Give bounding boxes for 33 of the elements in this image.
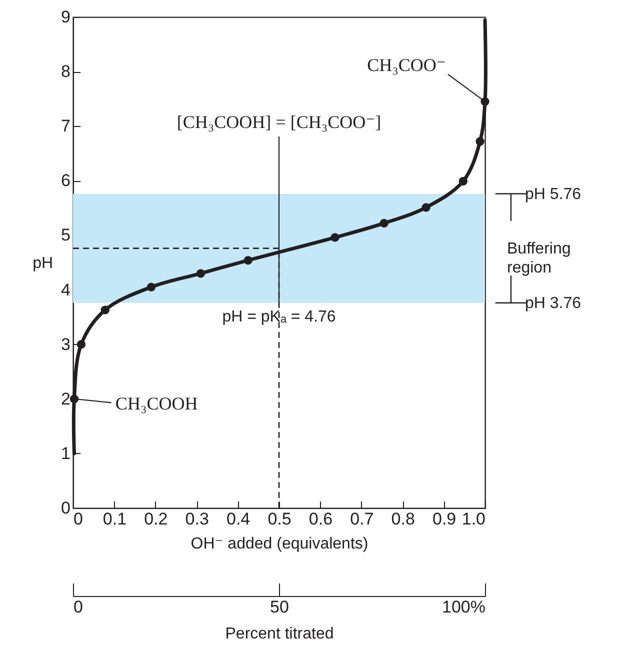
y-tick-label: 1 [61, 444, 70, 463]
y-axis-title: pH [32, 255, 54, 272]
x-tick-label: 1.0 [462, 510, 486, 528]
y-tick-label: 8 [61, 62, 70, 82]
x2-tick-label: 0 [74, 598, 83, 616]
x2-tick-label: 100% [442, 598, 486, 616]
text: pH 5.76 [525, 186, 582, 203]
y-tick-label: 7 [61, 116, 70, 136]
x-tick-label: 0.2 [144, 510, 168, 528]
x-tick-label: 0 [74, 510, 83, 528]
y-tick-label: 3 [61, 334, 70, 354]
band-label: Buffering region [507, 240, 571, 276]
x-axis-title: OH⁻ added (equivalents) [190, 536, 368, 552]
x-tick-label: 0.4 [226, 510, 250, 528]
x2-axis-title: Percent titrated [225, 626, 334, 642]
x2-tick-label: 50 [270, 598, 289, 616]
text: pH 3.76 [525, 294, 582, 312]
y-tick-label: 5 [61, 226, 70, 245]
x-tick-label: 0.1 [102, 510, 127, 528]
y-tick-label: 9 [61, 8, 70, 26]
x-tick-label: 0.7 [350, 510, 374, 528]
annotation: pH = pKₐ = 4.76 [222, 308, 336, 326]
x-tick-label: 0.3 [185, 510, 209, 528]
annotation: CH₃COO⁻ [367, 55, 446, 76]
y-tick-label: 2 [61, 389, 70, 408]
y-tick-label: 6 [61, 171, 70, 190]
annotation: CH₃COOH [115, 393, 198, 414]
annotation: [CH₃COOH] = [CH₃COO⁻] [176, 112, 382, 132]
x-tick-label: 0.5 [268, 510, 292, 528]
x-tick-label: 0.8 [391, 510, 415, 528]
y-tick-label: 4 [61, 280, 70, 300]
x-tick-label: 0.9 [432, 510, 456, 528]
x-tick-label: 0.6 [308, 510, 333, 528]
